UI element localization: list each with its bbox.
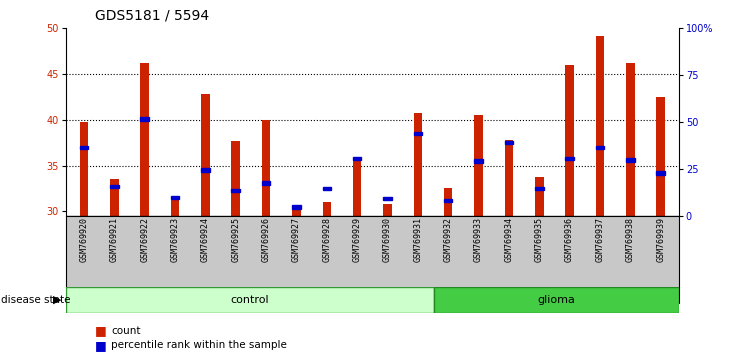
Text: disease state: disease state — [1, 295, 71, 305]
Bar — [414, 113, 422, 216]
Text: ■: ■ — [95, 339, 107, 352]
Bar — [201, 169, 210, 172]
Bar — [626, 158, 634, 162]
Bar — [110, 179, 118, 216]
Bar — [565, 156, 574, 160]
Bar — [231, 189, 240, 192]
Bar — [201, 94, 210, 216]
Bar — [353, 159, 361, 216]
Bar — [504, 141, 513, 144]
Bar — [292, 207, 301, 216]
Text: glioma: glioma — [537, 295, 575, 305]
Bar — [383, 197, 392, 200]
Bar — [444, 188, 453, 216]
Bar — [80, 122, 88, 216]
Text: percentile rank within the sample: percentile rank within the sample — [111, 340, 287, 350]
Bar — [656, 171, 665, 175]
Bar — [171, 196, 180, 199]
Bar — [66, 287, 434, 313]
Bar — [535, 177, 544, 216]
Bar — [353, 156, 361, 160]
Bar — [292, 205, 301, 209]
Text: control: control — [231, 295, 269, 305]
Bar — [140, 63, 149, 216]
Text: ■: ■ — [95, 325, 107, 337]
Bar — [80, 145, 88, 149]
Bar — [231, 141, 240, 216]
Bar — [323, 187, 331, 190]
Bar — [262, 120, 270, 216]
Text: GDS5181 / 5594: GDS5181 / 5594 — [95, 9, 209, 23]
Bar — [171, 200, 180, 216]
Bar — [414, 132, 422, 135]
Text: count: count — [111, 326, 140, 336]
Bar — [596, 36, 604, 216]
Bar — [110, 185, 118, 188]
Bar — [262, 181, 270, 185]
Bar — [535, 187, 544, 190]
Text: ▶: ▶ — [53, 295, 62, 305]
Bar — [474, 159, 483, 163]
Bar — [140, 117, 149, 121]
Bar — [504, 140, 513, 216]
Bar — [383, 204, 392, 216]
Bar — [434, 287, 679, 313]
Bar — [474, 115, 483, 216]
Bar — [656, 97, 665, 216]
Bar — [323, 202, 331, 216]
Bar — [565, 65, 574, 216]
Bar — [596, 145, 604, 149]
Bar — [626, 63, 634, 216]
Bar — [444, 199, 453, 202]
